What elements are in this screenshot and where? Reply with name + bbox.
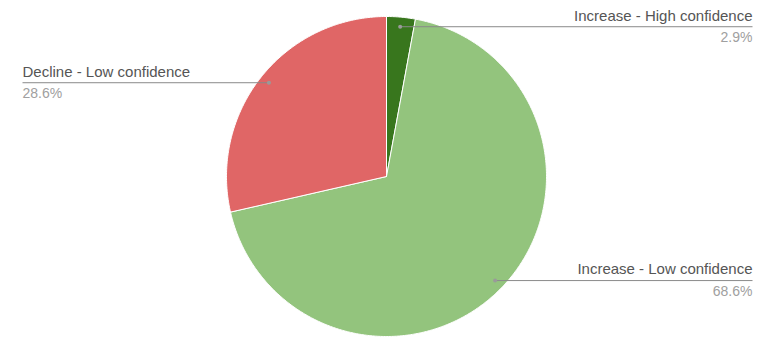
svg-text:Increase - Low confidence: Increase - Low confidence [577,260,752,277]
svg-text:Decline - Low confidence: Decline - Low confidence [23,63,191,80]
svg-text:68.6%: 68.6% [713,283,753,299]
svg-text:Increase - High confidence: Increase - High confidence [574,7,752,24]
svg-text:28.6%: 28.6% [23,85,63,101]
svg-text:2.9%: 2.9% [721,29,753,45]
